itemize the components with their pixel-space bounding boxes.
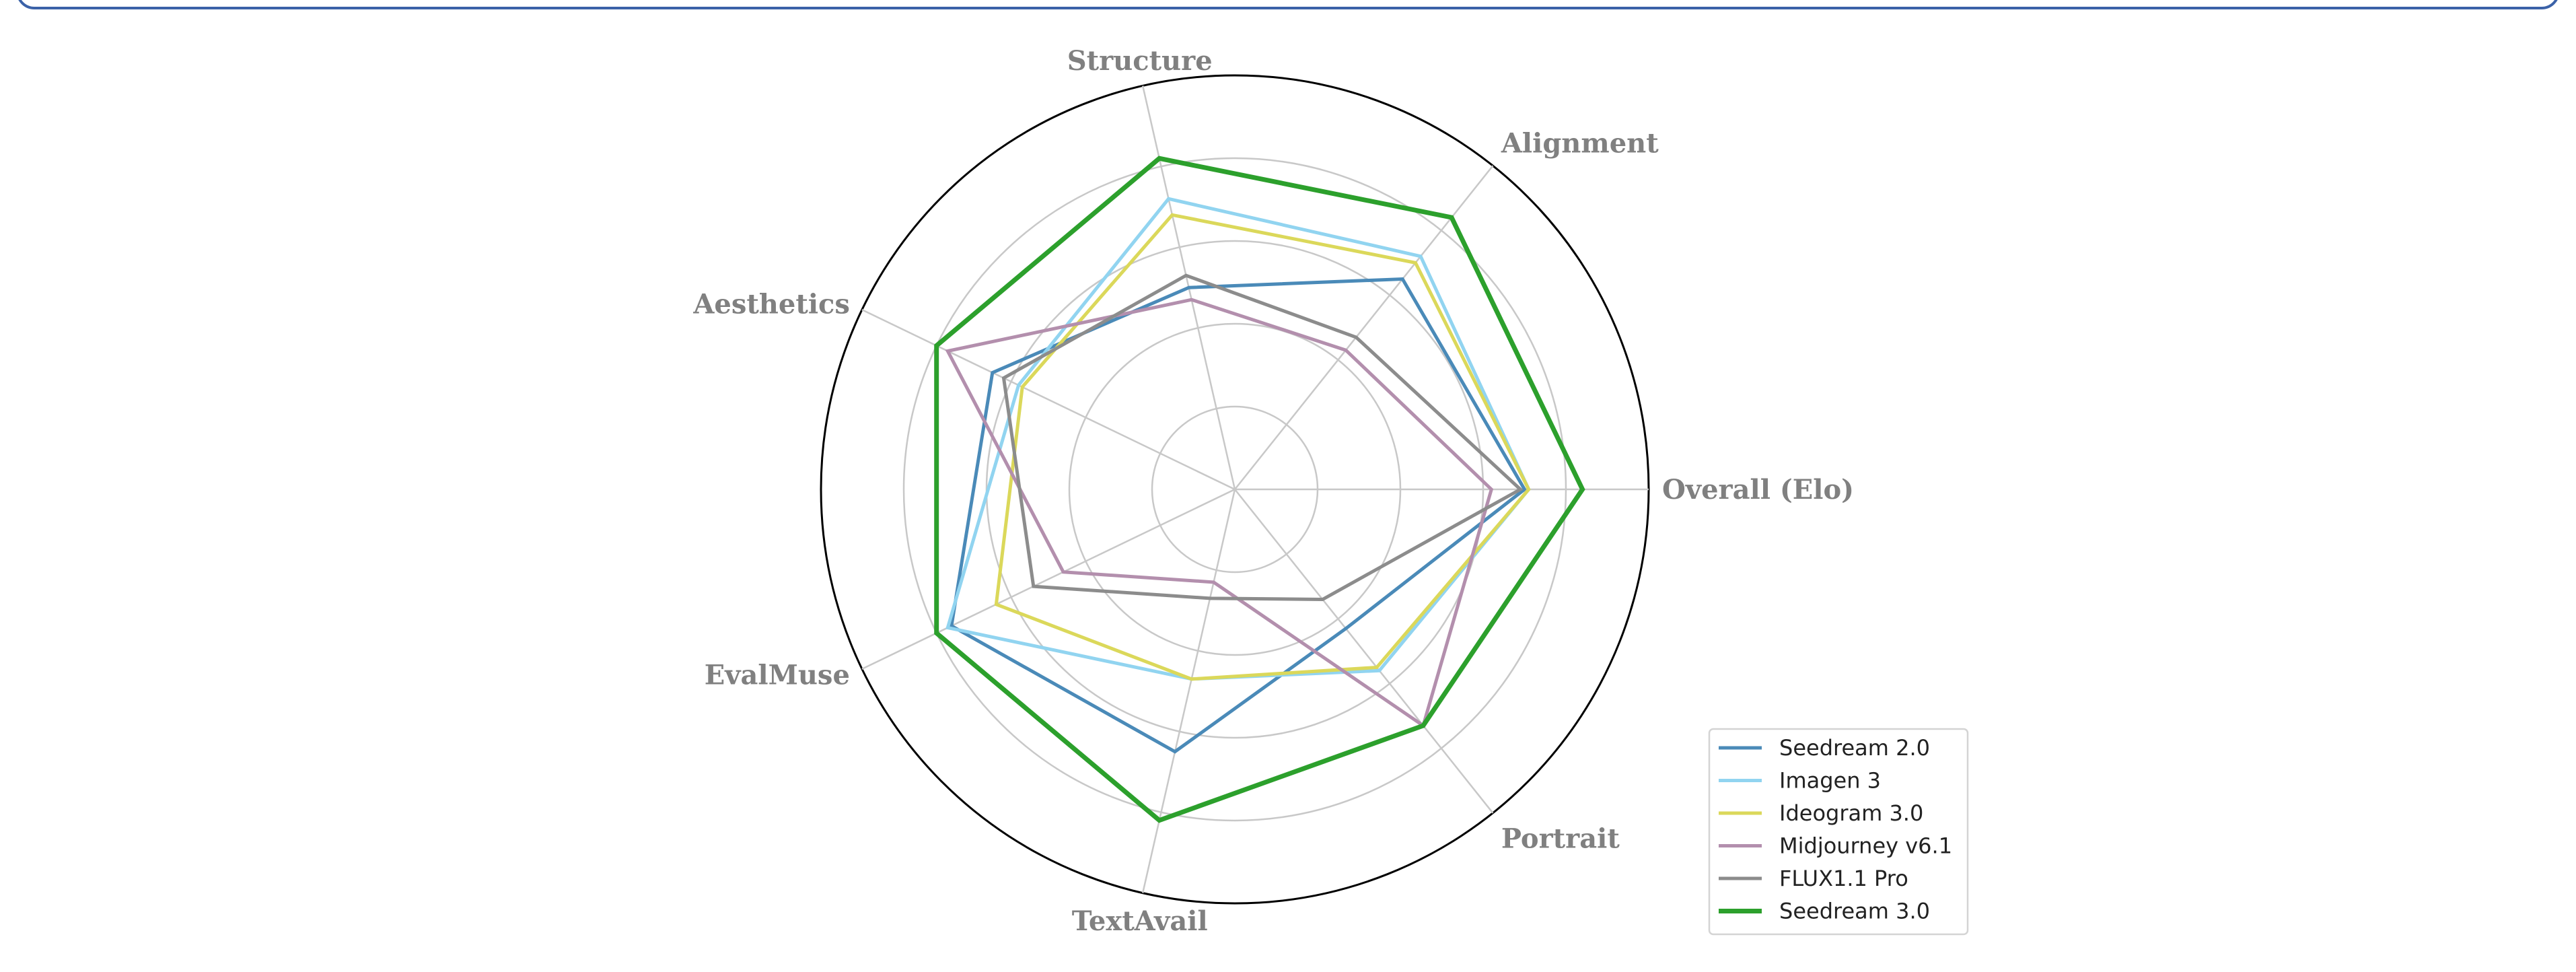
spoke-3 <box>861 309 1236 491</box>
legend-label-0: Seedream 2.0 <box>1779 735 1930 761</box>
legend-label-4: FLUX1.1 Pro <box>1779 866 1908 891</box>
axis-label-5: TextAvail <box>1072 905 1208 937</box>
series-line-4 <box>1001 273 1524 602</box>
legend-label-2: Ideogram 3.0 <box>1779 800 1923 826</box>
axis-spokes <box>861 85 1649 893</box>
axis-label-2: Structure <box>1067 45 1213 77</box>
axis-label-0: Overall (Elo) <box>1662 474 1854 506</box>
axis-label-1: Alignment <box>1501 128 1659 160</box>
series-line-2 <box>994 213 1531 681</box>
legend: Seedream 2.0 Imagen 3 Ideogram 3.0 Midjourn… <box>1708 728 1969 936</box>
axis-label-6: Portrait <box>1501 823 1620 855</box>
series-line-0 <box>950 277 1527 754</box>
legend-label-5: Seedream 3.0 <box>1779 899 1930 924</box>
series-line-5 <box>934 155 1585 823</box>
legend-box <box>1708 728 1969 936</box>
spoke-1 <box>1234 165 1494 490</box>
spoke-4 <box>861 488 1236 670</box>
spoke-5 <box>1141 489 1236 893</box>
axis-label-4: EvalMuse <box>705 660 850 691</box>
legend-label-1: Imagen 3 <box>1779 768 1881 794</box>
spoke-6 <box>1234 489 1494 814</box>
series-line-1 <box>945 197 1531 681</box>
series-layer <box>934 155 1585 823</box>
axis-labels: Overall (Elo) Alignment Structure Aesthetic… <box>692 45 1854 937</box>
series-line-3 <box>945 298 1494 729</box>
axis-label-3: Aesthetics <box>692 289 850 320</box>
legend-label-3: Midjourney v6.1 <box>1779 833 1952 859</box>
